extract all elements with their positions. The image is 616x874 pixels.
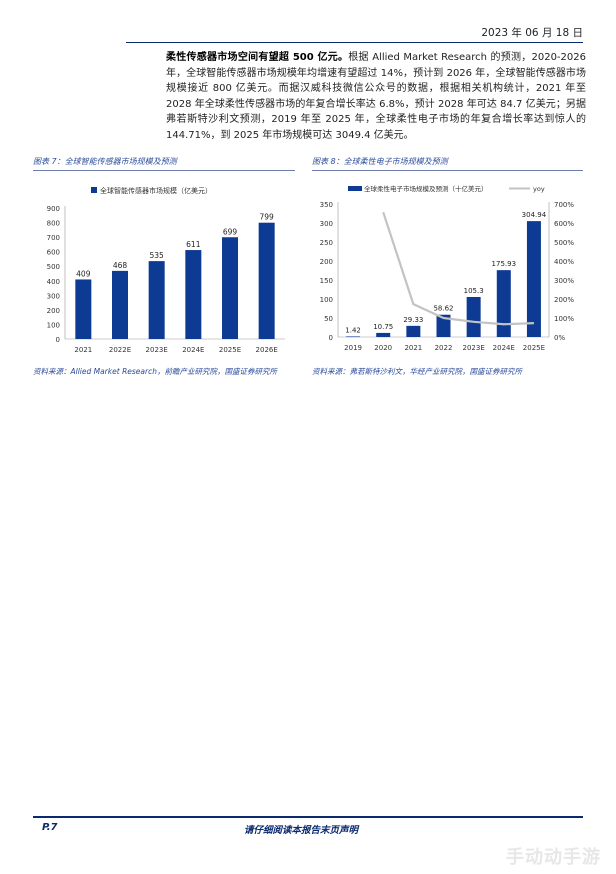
chart8-x-tick-label: 2019 bbox=[344, 344, 362, 352]
chart8-y-right-tick-label: 700% bbox=[554, 201, 574, 209]
chart8-bar bbox=[496, 270, 511, 337]
figure7-source: 资料来源：Allied Market Research，前瞻产业研究院，国盛证券… bbox=[33, 367, 277, 376]
chart7-value-label: 468 bbox=[113, 261, 128, 270]
chart8-x-tick-label: 2024E bbox=[493, 344, 515, 352]
intro-body: 根据 Allied Market Research 的预测，2020-2026 … bbox=[166, 52, 586, 141]
figure7-rule bbox=[33, 170, 295, 171]
chart7-value-label: 699 bbox=[223, 227, 238, 236]
chart8-x-tick-label: 2023E bbox=[463, 344, 485, 352]
chart7-bar bbox=[148, 261, 165, 339]
header-rule bbox=[126, 42, 583, 43]
report-date: 2023 年 06 月 18 日 bbox=[481, 27, 583, 39]
chart8-y-right-tick-label: 400% bbox=[554, 258, 574, 266]
chart8-y-left-tick-label: 200 bbox=[320, 258, 333, 266]
chart7-y-tick-label: 800 bbox=[47, 220, 60, 228]
chart7-value-label: 535 bbox=[150, 251, 165, 260]
chart8-x-tick-label: 2025E bbox=[523, 344, 545, 352]
chart7-x-tick-label: 2025E bbox=[219, 346, 241, 354]
chart8-y-left-tick-label: 350 bbox=[320, 201, 333, 209]
chart7-legend-label: 全球智能传感器市场规模（亿美元） bbox=[100, 186, 212, 195]
chart7-bar bbox=[75, 279, 92, 339]
chart7-value-label: 409 bbox=[76, 269, 91, 278]
chart7-y-tick-label: 300 bbox=[47, 292, 60, 300]
chart8-x-tick-label: 2021 bbox=[404, 344, 422, 352]
chart8-x-tick-label: 2020 bbox=[374, 344, 392, 352]
chart8-y-left-tick-label: 150 bbox=[320, 277, 333, 285]
chart8-value-label: 29.33 bbox=[403, 316, 423, 324]
chart7-smart-sensor-market: 全球智能传感器市场规模（亿美元） 0 100 200 300 400 500 600 700 80… bbox=[47, 186, 285, 354]
chart8-bar bbox=[406, 325, 421, 337]
footer-rule bbox=[33, 816, 583, 818]
chart8-y-right-tick-label: 100% bbox=[554, 315, 574, 323]
chart8-value-label: 58.62 bbox=[433, 305, 453, 313]
chart8-y-left-tick-label: 100 bbox=[320, 296, 333, 304]
chart8-bar bbox=[376, 332, 391, 337]
chart8-legend-bar-label: 全球柔性电子市场规模及预测（十亿美元） bbox=[364, 184, 488, 193]
chart7-bar bbox=[185, 250, 202, 339]
page-number: P.7 bbox=[42, 822, 58, 833]
chart8-value-label: 105.3 bbox=[464, 287, 484, 295]
chart7-x-tick-label: 2026E bbox=[256, 346, 278, 354]
watermark: 手动动手游 bbox=[506, 847, 601, 868]
chart7-y-tick-label: 100 bbox=[47, 321, 60, 329]
chart8-bar bbox=[436, 314, 451, 337]
chart7-legend-swatch bbox=[91, 187, 97, 193]
chart8-y-right-tick-label: 300% bbox=[554, 277, 574, 285]
chart7-y-tick-label: 400 bbox=[47, 278, 60, 286]
chart8-legend-line-label: yoy bbox=[533, 185, 545, 193]
chart7-bar bbox=[222, 237, 238, 339]
disclaimer-note: 请仔细阅读本报告末页声明 bbox=[244, 825, 359, 836]
chart8-value-label: 10.75 bbox=[373, 323, 393, 331]
intro-paragraph: 柔性传感器市场空间有望超 500 亿元。根据 Allied Market Res… bbox=[166, 50, 586, 143]
chart8-y-left-tick-label: 300 bbox=[320, 220, 333, 228]
figure8-source: 资料来源：弗若斯特沙利文，华经产业研究院，国盛证券研究所 bbox=[312, 367, 522, 376]
chart8-bar bbox=[526, 221, 541, 337]
chart8-legend-bar-swatch bbox=[348, 186, 362, 191]
chart7-value-label: 799 bbox=[260, 213, 275, 222]
chart8-value-label: 175.93 bbox=[492, 260, 517, 268]
chart8-y-right-tick-label: 0% bbox=[554, 334, 565, 342]
chart7-x-tick-label: 2024E bbox=[182, 346, 204, 354]
chart7-y-tick-label: 0 bbox=[56, 336, 60, 344]
chart8-bar bbox=[346, 336, 361, 338]
chart7-y-tick-label: 600 bbox=[47, 249, 60, 257]
chart7-x-tick-label: 2023E bbox=[146, 346, 168, 354]
chart7-y-tick-label: 900 bbox=[47, 205, 60, 213]
chart8-y-right-tick-label: 200% bbox=[554, 296, 574, 304]
chart8-y-left-tick-label: 50 bbox=[324, 315, 333, 323]
figure7-caption: 图表 7：全球智能传感器市场规模及预测 bbox=[33, 157, 177, 166]
chart8-flexible-electronics-market: 全球柔性电子市场规模及预测（十亿美元） yoy 0 50 100 150 200 250 300… bbox=[320, 184, 575, 352]
chart7-y-tick-label: 200 bbox=[47, 307, 60, 315]
chart8-y-right-tick-label: 500% bbox=[554, 239, 574, 247]
chart7-bar bbox=[112, 270, 128, 339]
figure8-rule bbox=[312, 170, 583, 171]
chart8-y-right-tick-label: 600% bbox=[554, 220, 574, 228]
chart8-bar bbox=[466, 296, 481, 337]
chart8-value-label: 1.42 bbox=[345, 326, 361, 334]
chart7-x-tick-label: 2022E bbox=[109, 346, 131, 354]
chart7-y-tick-label: 500 bbox=[47, 263, 60, 271]
chart8-y-left-tick-label: 0 bbox=[329, 334, 333, 342]
chart8-yoy-line bbox=[382, 211, 534, 326]
intro-lead: 柔性传感器市场空间有望超 500 亿元。 bbox=[166, 52, 349, 63]
figure8-caption: 图表 8：全球柔性电子市场规模及预测 bbox=[312, 157, 448, 166]
chart7-x-tick-label: 2021 bbox=[74, 346, 92, 354]
chart7-y-tick-label: 700 bbox=[47, 234, 60, 242]
chart8-x-tick-label: 2022 bbox=[435, 344, 453, 352]
chart7-value-label: 611 bbox=[186, 240, 201, 249]
chart7-bar bbox=[258, 222, 275, 339]
chart8-y-left-tick-label: 250 bbox=[320, 239, 333, 247]
chart8-value-label: 304.94 bbox=[522, 211, 547, 219]
